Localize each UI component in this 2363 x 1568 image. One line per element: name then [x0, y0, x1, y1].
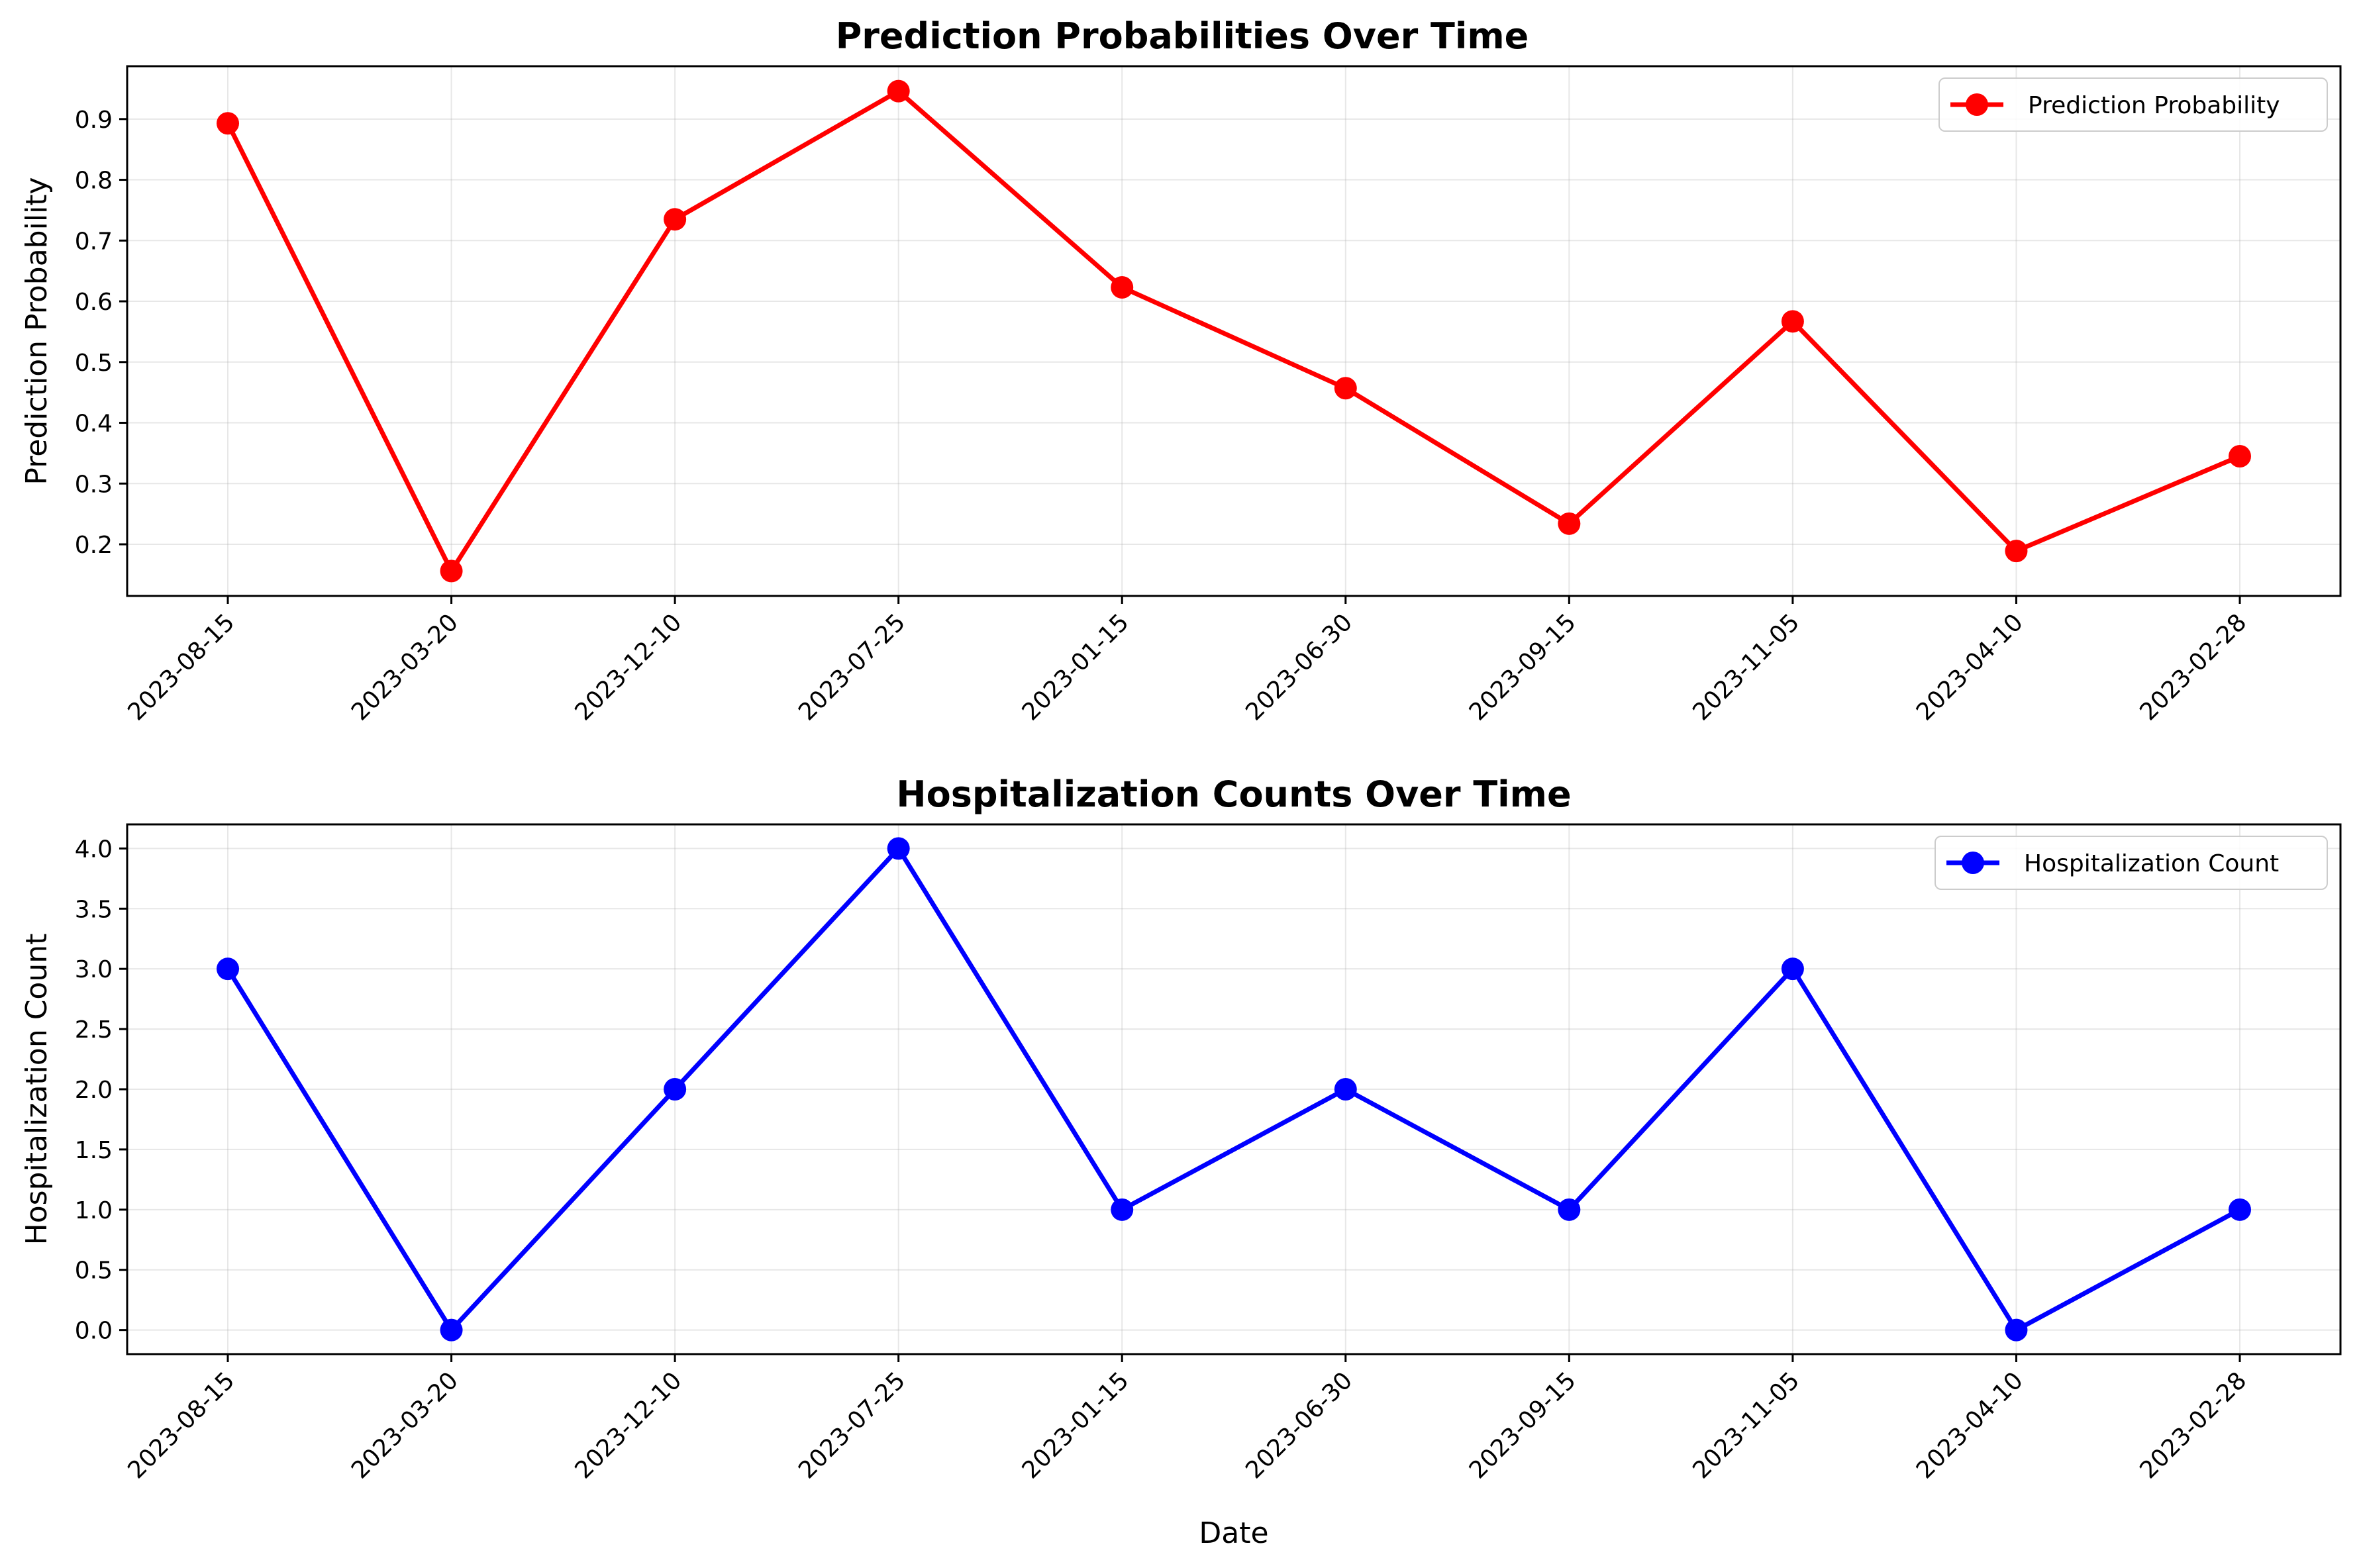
hospitalization-data-point — [1558, 1198, 1581, 1221]
hospitalization-y-tick-label: 2.0 — [75, 1077, 113, 1104]
hospitalization-series-line — [226, 846, 2241, 1333]
prediction-plot-frame — [126, 65, 2342, 597]
hospitalization-data-point — [664, 1078, 687, 1101]
prediction-legend-marker — [1966, 93, 1988, 116]
prediction-legend-label: Prediction Probability — [2028, 92, 2280, 119]
prediction-legend: Prediction Probability — [1938, 77, 2328, 132]
prediction-data-point — [2005, 540, 2028, 563]
prediction-chart-title: Prediction Probabilities Over Time — [836, 15, 1529, 57]
hospitalization-data-point — [2229, 1198, 2251, 1221]
hospitalization-data-point — [887, 837, 910, 860]
hospitalization-legend: Hospitalization Count — [1935, 836, 2328, 890]
prediction-y-axis: 0.2 0.3 0.4 0.5 0.6 0.7 0.8 0.9 — [75, 107, 127, 559]
hospitalization-y-tick-label: 0.5 — [75, 1257, 113, 1285]
prediction-data-point — [1558, 512, 1581, 535]
hospitalization-y-axis: 0.0 0.5 1.0 1.5 2.0 2.5 3.0 3.5 4.0 — [75, 836, 127, 1345]
hospitalization-data-point — [217, 957, 239, 981]
hospitalization-data-point — [1111, 1198, 1134, 1221]
prediction-data-point — [2229, 444, 2251, 467]
prediction-y-tick-label: 0.9 — [75, 107, 113, 134]
prediction-y-tick-label: 0.2 — [75, 532, 113, 559]
prediction-data-point — [440, 560, 463, 583]
prediction-legend-box — [1938, 77, 2328, 132]
hospitalization-series — [217, 837, 2251, 1342]
prediction-y-tick-label: 0.4 — [75, 411, 113, 438]
prediction-y-tick-label: 0.6 — [75, 289, 113, 316]
hospitalization-y-tick-label: 0.0 — [75, 1318, 113, 1345]
prediction-data-point — [1111, 275, 1134, 299]
prediction-data-point — [1334, 377, 1357, 400]
prediction-data-point — [1781, 310, 1804, 333]
hospitalization-plot-frame — [126, 823, 2342, 1355]
hospitalization-legend-label: Hospitalization Count — [2024, 850, 2279, 877]
hospitalization-y-tick-label: 3.5 — [75, 896, 113, 923]
hospitalization-y-tick-label: 3.0 — [75, 956, 113, 983]
prediction-y-tick-label: 0.3 — [75, 471, 113, 498]
hospitalization-data-point — [2005, 1318, 2028, 1342]
prediction-y-tick-label: 0.5 — [75, 350, 113, 377]
prediction-y-axis-label: Prediction Probability — [20, 177, 54, 485]
hospitalization-y-tick-label: 1.5 — [75, 1137, 113, 1164]
hospitalization-data-point — [440, 1318, 463, 1342]
prediction-series-line — [225, 89, 2241, 573]
hospitalization-y-axis-label: Hospitalization Count — [20, 934, 54, 1246]
hospitalization-data-point — [1334, 1078, 1357, 1101]
hospitalization-y-tick-label: 1.0 — [75, 1197, 113, 1224]
prediction-series — [217, 79, 2251, 583]
prediction-y-tick-label: 0.7 — [75, 228, 113, 255]
hospitalization-y-tick-label: 4.0 — [75, 836, 113, 863]
hospitalization-y-tick-label: 2.5 — [75, 1016, 113, 1044]
prediction-data-point — [887, 79, 910, 103]
prediction-y-tick-label: 0.8 — [75, 168, 113, 195]
hospitalization-legend-marker — [1962, 852, 1984, 874]
hospitalization-x-axis-label: Date — [1199, 1516, 1268, 1550]
prediction-data-point — [664, 208, 687, 231]
hospitalization-data-point — [1781, 957, 1804, 981]
hospitalization-legend-box — [1935, 836, 2328, 890]
prediction-data-point — [217, 112, 239, 135]
hospitalization-chart-title: Hospitalization Counts Over Time — [896, 773, 1571, 815]
